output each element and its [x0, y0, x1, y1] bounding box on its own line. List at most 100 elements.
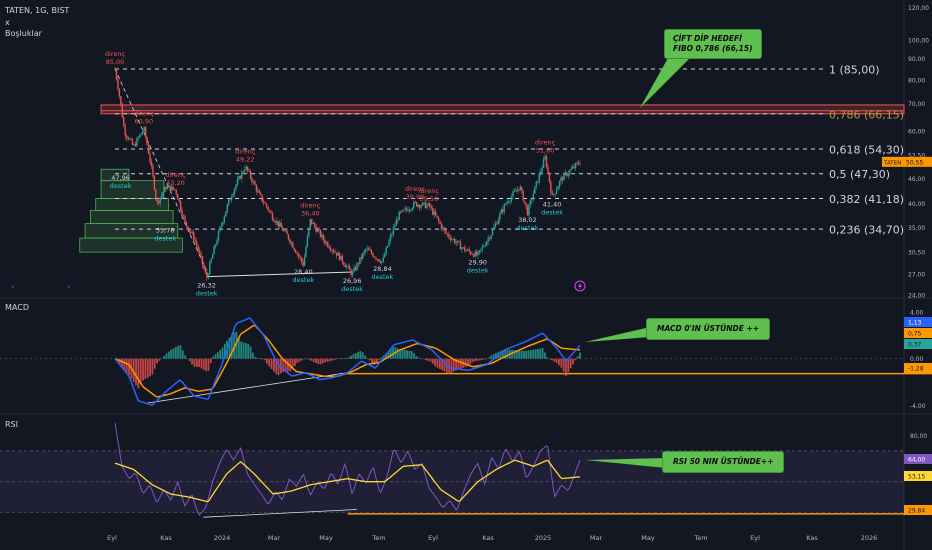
- price-candle: [139, 134, 141, 138]
- price-candle: [553, 194, 555, 196]
- price-candle: [453, 238, 456, 244]
- macd-histogram-bar: [558, 358, 560, 366]
- macd-histogram-bar: [207, 358, 210, 371]
- macd-histogram-bar: [357, 352, 359, 359]
- price-candle: [468, 249, 470, 252]
- rsi-value-tag: [904, 505, 932, 515]
- macd-histogram-bar: [167, 351, 170, 359]
- support-value: 47,96: [111, 174, 130, 182]
- fib-level-label: 0,236 (34,70): [829, 224, 904, 237]
- macd-histogram-bar: [375, 358, 378, 364]
- price-candle: [311, 218, 313, 224]
- macd-histogram-bar: [142, 358, 144, 381]
- price-candle: [123, 117, 125, 127]
- price-candle: [159, 197, 161, 204]
- support-label: destek: [196, 290, 218, 298]
- support-label: destek: [292, 276, 314, 284]
- macd-histogram-bar: [280, 358, 282, 374]
- price-candle: [144, 127, 147, 138]
- macd-histogram-bar: [319, 358, 322, 365]
- macd-histogram-bar: [555, 358, 558, 363]
- macd-histogram-bar: [146, 358, 149, 378]
- price-candle: [120, 96, 122, 105]
- macd-histogram-bar: [572, 358, 574, 365]
- resistance-value: 36,40: [301, 210, 320, 218]
- price-candle: [258, 190, 261, 193]
- price-candle: [171, 186, 173, 191]
- macd-histogram-bar: [417, 357, 420, 359]
- price-candle: [200, 252, 202, 257]
- fib-level-label: 0,382 (41,18): [829, 193, 904, 206]
- macd-histogram-bar: [364, 355, 366, 359]
- price-candle: [302, 261, 304, 266]
- price-candle: [276, 221, 278, 223]
- price-candle: [235, 184, 237, 189]
- macd-histogram-bar: [242, 342, 245, 359]
- price-candle: [401, 210, 403, 212]
- rsi-axis-tick: 80,00: [910, 433, 927, 440]
- macd-histogram-bar: [473, 358, 476, 362]
- price-candle: [421, 202, 424, 206]
- price-candle: [178, 199, 180, 202]
- macd-histogram-bar: [172, 348, 175, 359]
- price-candle: [316, 229, 319, 232]
- price-candle: [572, 166, 574, 169]
- price-candle: [542, 159, 545, 168]
- macd-histogram-bar: [385, 353, 387, 359]
- price-candle: [375, 257, 377, 260]
- price-candle: [341, 255, 344, 263]
- price-candle: [452, 238, 454, 240]
- macd-histogram-bar: [195, 358, 198, 367]
- price-candle: [445, 230, 447, 234]
- resistance-label: direnç: [300, 202, 321, 210]
- price-axis-tick: 100,00: [908, 37, 929, 44]
- macd-histogram-bar: [565, 358, 567, 376]
- macd-histogram-bar: [396, 348, 399, 359]
- price-candle: [478, 250, 481, 253]
- indicator-name-gaps: Boşluklar: [5, 29, 42, 38]
- macd-histogram-bar: [287, 358, 289, 372]
- macd-histogram-bar: [163, 355, 165, 359]
- price-candle: [162, 192, 164, 195]
- fib-target-callout-line2: FIBO 0,786 (66,15): [673, 44, 753, 53]
- support-value: 26,32: [197, 282, 216, 290]
- resistance-label: direnç: [235, 148, 256, 156]
- macd-histogram-bar: [371, 358, 373, 363]
- macd-histogram-bar: [455, 358, 458, 371]
- macd-value-tag: [904, 339, 932, 349]
- price-candle: [207, 274, 209, 278]
- price-candle: [124, 126, 126, 136]
- price-candle: [404, 208, 406, 210]
- price-candle: [137, 137, 140, 139]
- macd-histogram-bar: [471, 358, 474, 363]
- macd-histogram-bar: [312, 358, 315, 362]
- price-candle: [152, 165, 154, 176]
- price-candle: [494, 223, 497, 227]
- close-indicator-x[interactable]: x: [5, 18, 10, 27]
- macd-histogram-bar: [343, 358, 345, 359]
- macd-histogram-bar: [258, 358, 261, 359]
- macd-histogram-bar: [434, 358, 437, 367]
- price-candle: [410, 209, 412, 211]
- macd-histogram-bar: [198, 358, 201, 368]
- price-candle: [225, 211, 227, 217]
- time-axis-tick: Mar: [590, 534, 603, 542]
- price-axis-tick: 27,00: [908, 271, 925, 278]
- price-candle: [176, 194, 179, 200]
- macd-histogram-bar: [478, 358, 481, 361]
- macd-histogram-bar: [233, 332, 236, 359]
- price-candle: [153, 175, 156, 190]
- macd-histogram-bar: [373, 358, 376, 365]
- price-candle: [472, 254, 475, 257]
- macd-histogram-bar: [569, 358, 572, 369]
- macd-histogram-bar: [350, 355, 352, 359]
- price-candle: [455, 242, 457, 244]
- price-candle: [312, 223, 314, 225]
- price-candle: [573, 166, 575, 168]
- macd-histogram-bar: [410, 351, 413, 359]
- price-candle: [389, 235, 392, 241]
- price-candle: [360, 257, 363, 259]
- support-label: destek: [371, 273, 393, 281]
- price-candle: [564, 172, 567, 174]
